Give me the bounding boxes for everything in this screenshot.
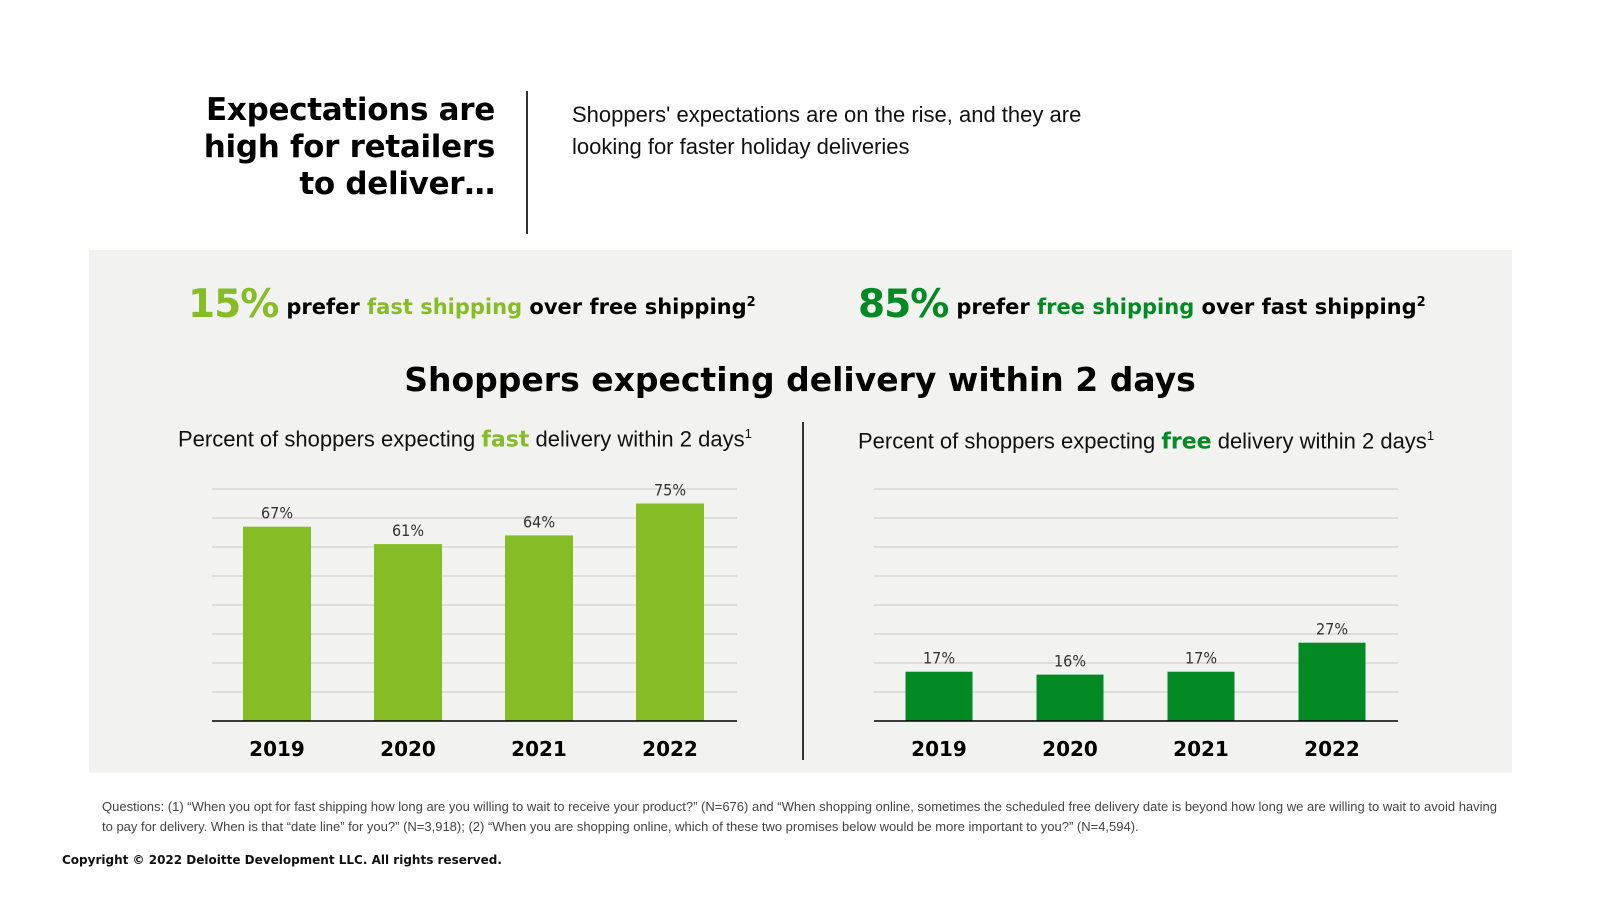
bar <box>1298 642 1366 721</box>
charts-divider <box>802 422 804 760</box>
header-divider <box>526 91 528 234</box>
bar-value-label: 75% <box>654 481 686 500</box>
x-tick-label: 2020 <box>380 737 436 761</box>
chart-title-highlight: fast <box>481 427 530 453</box>
chart-title-footnote-ref: 1 <box>744 426 752 441</box>
bar-value-label: 17% <box>1185 649 1217 668</box>
headline-line: high for retailers <box>203 129 496 165</box>
stat-value: 15% <box>188 282 279 327</box>
bar-value-label: 16% <box>1054 652 1086 671</box>
stat-prefix: prefer <box>286 295 360 319</box>
chart-title-footnote-ref: 1 <box>1426 428 1435 443</box>
bar-value-label: 64% <box>523 512 555 531</box>
chart-title-prefix: Percent of shoppers expecting <box>178 426 476 452</box>
stat-value: 85% <box>858 282 949 327</box>
headline-line: to deliver… <box>299 166 495 202</box>
bar-value-label: 17% <box>923 649 955 668</box>
chart-title-suffix: delivery within 2 days <box>1217 428 1427 454</box>
stat-footnote-ref: 2 <box>746 295 756 310</box>
chart-title-prefix: Percent of shoppers expecting <box>858 428 1156 454</box>
bar-value-label: 27% <box>1316 620 1348 639</box>
chart-title-highlight: free <box>1161 429 1212 455</box>
subhead-line: looking for faster holiday deliveries <box>572 134 910 159</box>
stat-suffix: over fast shipping <box>1201 295 1417 319</box>
stat-fast-shipping: 15% prefer fast shipping over free shippi… <box>188 282 756 327</box>
bar <box>905 671 973 721</box>
chart-title-free: Percent of shoppers expecting free deliv… <box>858 428 1434 454</box>
x-tick-label: 2022 <box>1304 737 1360 761</box>
section-title: Shoppers expecting delivery within 2 day… <box>404 360 1196 399</box>
copyright: Copyright © 2022 Deloitte Development LL… <box>62 853 502 867</box>
content-panel <box>89 250 1512 773</box>
chart-title-suffix: delivery within 2 days <box>535 426 745 452</box>
stat-free-shipping: 85% prefer free shipping over fast shippi… <box>858 282 1426 327</box>
bar <box>374 544 442 721</box>
bar <box>243 526 311 721</box>
bar <box>1036 674 1104 721</box>
subhead: Shoppers' expectations are on the rise, … <box>572 99 1172 163</box>
headline-line: Expectations are <box>206 92 495 128</box>
stat-highlight: free shipping <box>1037 295 1195 319</box>
stat-highlight: fast shipping <box>367 295 523 319</box>
x-tick-label: 2020 <box>1042 737 1098 761</box>
x-tick-label: 2022 <box>642 737 698 761</box>
bar <box>505 535 573 721</box>
x-tick-label: 2019 <box>911 737 967 761</box>
headline: Expectations are high for retailers to d… <box>150 92 496 203</box>
bar-value-label: 61% <box>392 521 424 540</box>
bar <box>636 503 704 721</box>
stat-suffix: over free shipping <box>529 295 747 319</box>
bar <box>1167 671 1235 721</box>
x-tick-label: 2021 <box>511 737 567 761</box>
chart-title-fast: Percent of shoppers expecting fast deliv… <box>178 426 752 452</box>
footnote: Questions: (1) “When you opt for fast sh… <box>102 799 1498 834</box>
stat-footnote-ref: 2 <box>1416 295 1426 310</box>
x-tick-label: 2021 <box>1173 737 1229 761</box>
x-tick-label: 2019 <box>249 737 305 761</box>
bar-value-label: 67% <box>261 504 293 523</box>
subhead-line: Shoppers' expectations are on the rise, … <box>572 102 1082 127</box>
stat-prefix: prefer <box>956 295 1030 319</box>
